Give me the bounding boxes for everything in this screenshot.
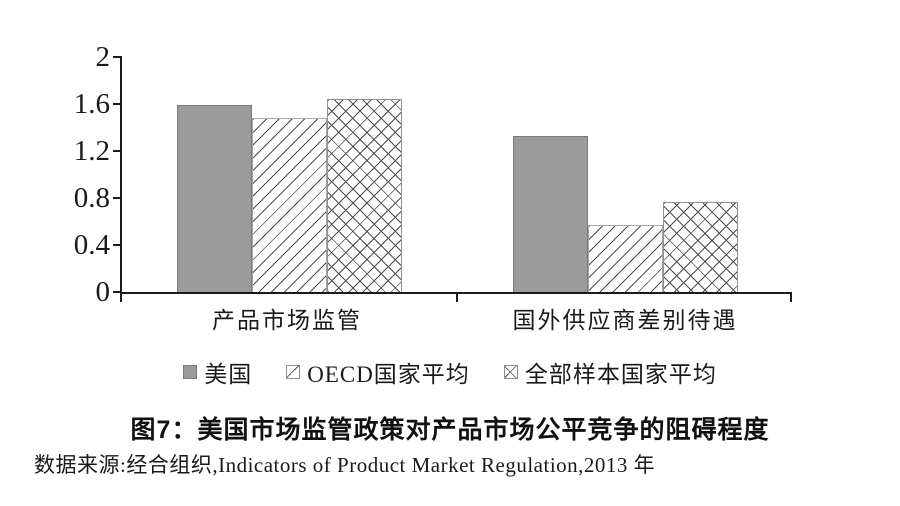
x-tick-mark bbox=[456, 294, 458, 302]
cross-hatch-swatch-icon bbox=[503, 365, 518, 379]
x-tick-mark bbox=[790, 294, 792, 302]
y-tick-label: 2 bbox=[95, 41, 111, 73]
bar-solid-gray-group1 bbox=[512, 136, 588, 292]
y-tick-mark bbox=[113, 244, 122, 246]
y-tick-label: 1.2 bbox=[73, 135, 110, 167]
y-tick-label: 0.4 bbox=[73, 229, 110, 261]
legend-item-all-sample-average: 全部样本国家平均 bbox=[503, 355, 717, 389]
legend: 美国 OECD国家平均 全部样本国家平均 bbox=[0, 355, 900, 389]
bar-solid-gray-group0 bbox=[177, 105, 252, 292]
bar-cross-hatch-group1 bbox=[662, 202, 738, 292]
y-tick-label: 0.8 bbox=[73, 182, 110, 214]
legend-item-usa: 美国 bbox=[183, 355, 252, 389]
y-tick-label: 0 bbox=[95, 276, 111, 308]
legend-label-usa: 美国 bbox=[204, 362, 253, 387]
chart-title: 图7：美国市场监管政策对产品市场公平竞争的阻碍程度 bbox=[130, 416, 770, 444]
bar-diagonal-hatch-group0 bbox=[252, 118, 327, 292]
y-tick-label: 1.6 bbox=[73, 88, 110, 120]
category-label-foreign-supplier-treatment: 国外供应商差别待遇 bbox=[512, 308, 738, 333]
y-tick-mark bbox=[113, 197, 122, 199]
x-tick-mark bbox=[120, 294, 122, 302]
y-tick-mark bbox=[113, 150, 122, 152]
y-tick-mark bbox=[113, 291, 122, 293]
legend-label-oecd-average: OECD国家平均 bbox=[307, 362, 470, 387]
legend-item-oecd-average: OECD国家平均 bbox=[286, 355, 470, 389]
bar-cross-hatch-group0 bbox=[327, 99, 402, 292]
category-label-product-market-regulation: 产品市场监管 bbox=[212, 308, 362, 333]
plot-area: 2 1.6 1.2 0.8 0.4 0 bbox=[74, 42, 792, 307]
solid-gray-swatch-icon bbox=[183, 365, 198, 379]
y-tick-mark bbox=[113, 103, 122, 105]
y-tick-mark bbox=[113, 56, 122, 58]
legend-label-all-sample-average: 全部样本国家平均 bbox=[524, 362, 717, 387]
source-note: 数据来源:经合组织,Indicators of Product Market R… bbox=[34, 453, 656, 477]
bar-diagonal-hatch-group1 bbox=[587, 225, 663, 292]
diagonal-hatch-swatch-icon bbox=[286, 365, 301, 379]
